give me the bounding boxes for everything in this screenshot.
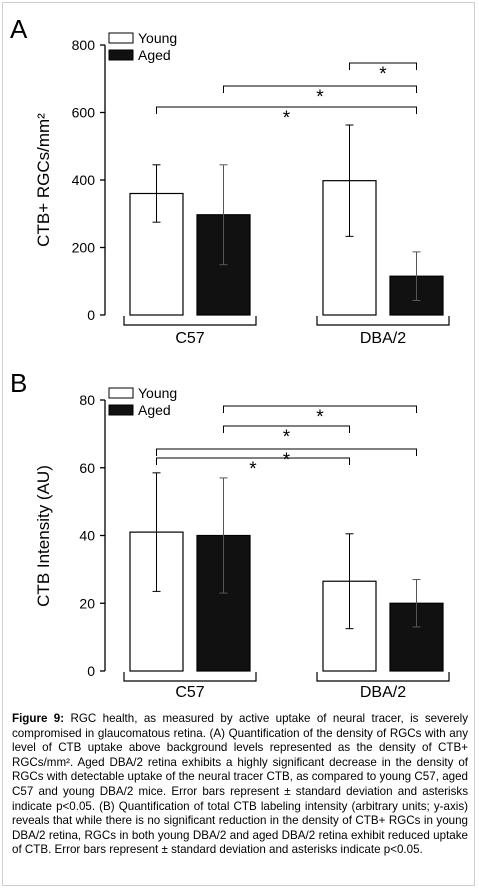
- y-tick-label: 80: [79, 392, 95, 408]
- group-bracket: [123, 672, 257, 682]
- significance-bracket: [156, 457, 350, 465]
- legend-swatch: [108, 32, 134, 44]
- legend-swatch: [108, 387, 134, 399]
- y-axis-label: CTB Intensity (AU): [34, 465, 53, 607]
- y-tick-label: 400: [72, 172, 96, 188]
- group-bracket: [123, 316, 257, 326]
- legend-entry: Aged: [138, 402, 171, 418]
- significance-star: *: [316, 407, 324, 428]
- legend-entry: Aged: [138, 47, 171, 63]
- legend-swatch: [108, 404, 134, 416]
- y-tick-label: 60: [79, 460, 95, 476]
- panel-letter: B: [10, 368, 27, 398]
- panel-b-chart: B 0 20 40 60 80 CTB Intensity (AU) C57 DBA/2 Youn…: [10, 368, 450, 701]
- group-bracket: [316, 316, 450, 326]
- group-label: C57: [175, 684, 204, 701]
- panel-letter: A: [10, 14, 28, 44]
- significance-bracket: [223, 405, 417, 413]
- group-bracket: [316, 672, 450, 682]
- figure-caption: Figure 9: RGC health, as measured by act…: [12, 712, 468, 858]
- legend-entry: Young: [138, 385, 177, 401]
- significance-star: *: [316, 87, 324, 108]
- significance-star: *: [283, 108, 291, 129]
- y-tick-label: 600: [72, 105, 96, 121]
- y-tick-label: 200: [72, 240, 96, 256]
- legend-entry: Young: [138, 30, 177, 46]
- significance-bracket: [156, 106, 417, 114]
- significance-star: *: [379, 64, 387, 85]
- significance-bracket: [223, 425, 350, 433]
- y-tick-label: 40: [79, 528, 95, 544]
- significance-bracket: [349, 62, 417, 70]
- group-label: DBA/2: [360, 684, 406, 701]
- y-tick-label: 20: [79, 595, 95, 611]
- y-tick-label: 0: [87, 663, 95, 679]
- significance-star: *: [283, 427, 291, 448]
- legend-swatch: [108, 49, 134, 61]
- significance-star: *: [249, 459, 257, 480]
- caption-text: RGC health, as measured by active uptake…: [12, 712, 468, 857]
- y-axis-label: CTB+ RGCs/mm²: [34, 113, 53, 247]
- panel-a-chart: A 0 200 400 600 800 CTB+ RGCs/mm² C57 DBA/2 Young…: [10, 14, 450, 347]
- caption-label: Figure 9:: [12, 712, 65, 725]
- y-tick-label: 800: [72, 37, 96, 53]
- group-label: DBA/2: [360, 330, 406, 347]
- significance-star: *: [283, 450, 291, 471]
- significance-bracket: [223, 85, 417, 93]
- y-tick-label: 0: [87, 307, 95, 323]
- group-label: C57: [175, 330, 204, 347]
- significance-bracket: [156, 448, 417, 456]
